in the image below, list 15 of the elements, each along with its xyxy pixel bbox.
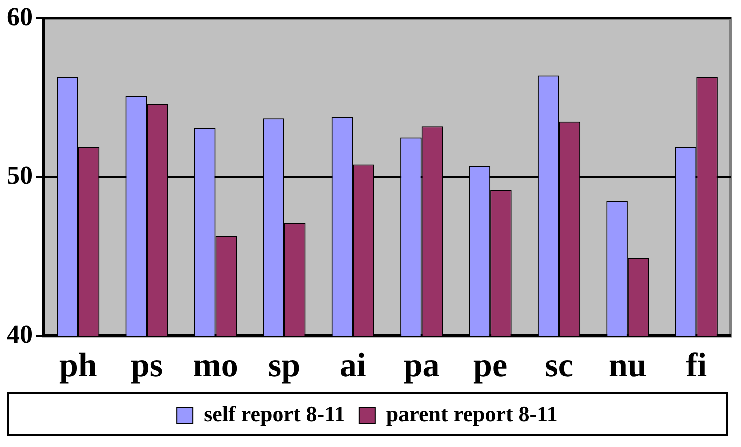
- y-tick-label: 40: [7, 320, 33, 349]
- x-tick-label: ai: [340, 347, 366, 384]
- x-tick-label: ph: [59, 347, 98, 384]
- y-tick-label: 50: [7, 161, 33, 190]
- x-tick-label: mo: [193, 347, 238, 384]
- x-tick-label: sp: [268, 347, 301, 384]
- x-tick-label: fi: [686, 347, 708, 384]
- x-tick-label: sc: [545, 347, 574, 384]
- x-tick-label: pa: [404, 347, 440, 384]
- x-tick-label: pe: [474, 347, 508, 384]
- y-tick-label: 60: [7, 2, 33, 32]
- x-tick-label: ps: [130, 347, 164, 384]
- x-tick-label: nu: [609, 347, 647, 384]
- legend-label: parent report 8-11: [386, 402, 558, 427]
- legend-label: self report 8-11: [204, 402, 346, 427]
